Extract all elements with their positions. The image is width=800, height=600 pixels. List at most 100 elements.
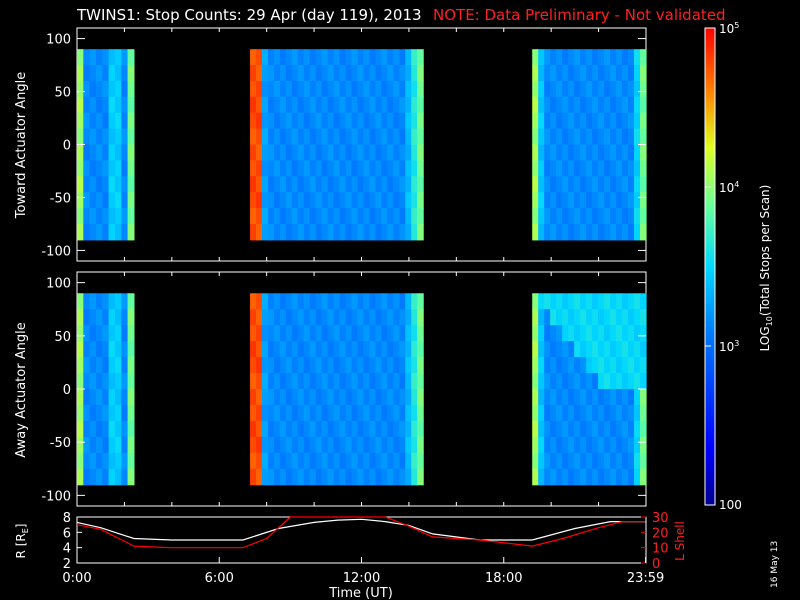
heatmap-cell (610, 452, 617, 470)
heatmap-cell (393, 404, 400, 422)
heatmap-cell (250, 436, 257, 454)
heatmap-cell (580, 420, 587, 438)
heatmap-cell (405, 389, 412, 406)
heatmap-cell (108, 176, 116, 193)
heatmap-cell (538, 468, 545, 486)
heatmap-cell (327, 357, 335, 374)
heatmap-cell (89, 436, 97, 454)
heatmap-cell (393, 192, 400, 209)
heatmap-cell (568, 65, 575, 82)
heatmap-cell (363, 436, 371, 454)
heatmap-cell (291, 49, 299, 66)
heatmap-cell (604, 160, 611, 177)
heatmap-cell (604, 49, 611, 66)
heatmap-cell (250, 80, 257, 98)
heatmap-cell (262, 309, 269, 326)
heatmap-cell (556, 223, 563, 241)
heatmap-cell (586, 112, 593, 130)
heatmap-cell (640, 176, 647, 193)
heatmap-cell (297, 144, 305, 161)
heatmap-cell (586, 128, 593, 146)
heatmap-cell (640, 452, 647, 470)
heatmap-cell (121, 357, 129, 374)
heatmap-cell (285, 208, 293, 225)
heatmap-cell (574, 128, 581, 146)
heatmap-cell (574, 389, 581, 406)
heatmap-cell (393, 80, 400, 98)
heatmap-cell (544, 452, 551, 470)
heatmap-cell (369, 160, 376, 177)
heatmap-cell (604, 223, 611, 241)
heatmap-cell (291, 309, 299, 326)
heatmap-cell (351, 208, 359, 225)
heatmap-cell (411, 373, 418, 390)
heatmap-cell (321, 96, 329, 114)
heatmap-cell (250, 341, 257, 358)
heatmap-cell (640, 357, 647, 374)
heatmap-cell (411, 112, 418, 130)
heatmap-cell (315, 389, 323, 406)
heatmap-cell (77, 293, 84, 310)
heatmap-cell (351, 128, 359, 146)
heatmap-cell (250, 96, 257, 114)
heatmap-cell (586, 160, 593, 177)
heatmap-cell (592, 389, 599, 406)
heatmap-cell (108, 404, 116, 422)
heatmap-cell (405, 293, 412, 310)
heatmap-cell (562, 325, 569, 342)
heatmap-cell (556, 208, 563, 225)
heatmap-cell (357, 223, 365, 241)
heatmap-cell (95, 65, 103, 82)
heatmap-cell (616, 223, 623, 241)
heatmap-cell (387, 293, 394, 310)
heatmap-cell (556, 293, 563, 310)
heatmap-cell (580, 128, 587, 146)
heatmap-cell (250, 176, 257, 193)
heatmap-cell (321, 389, 329, 406)
heatmap-cell (399, 468, 406, 486)
heatmap-cell (95, 112, 103, 130)
heatmap-cell (291, 176, 299, 193)
colorbar-tick-label: 103 (719, 339, 739, 354)
ytick-label: -100 (41, 489, 71, 504)
heatmap-cell (351, 436, 359, 454)
heatmap-cell (102, 208, 110, 225)
heatmap-cell (357, 208, 365, 225)
heatmap-cell (267, 389, 275, 406)
heatmap-cell (610, 128, 617, 146)
heatmap-cell (640, 389, 647, 406)
heatmap-cell (532, 65, 539, 82)
heatmap-cell (616, 144, 623, 161)
heatmap-cell (544, 420, 551, 438)
heatmap-cell (393, 144, 400, 161)
heatmap-cell (387, 420, 394, 438)
heatmap-cell (121, 80, 129, 98)
heatmap-cell (556, 176, 563, 193)
heatmap-cell (628, 404, 635, 422)
away-axis: -100 -50 0 50 100 (41, 272, 647, 506)
heatmap-cell (592, 144, 599, 161)
heatmap-cell (622, 160, 629, 177)
heatmap-cell (309, 325, 317, 342)
heatmap-cell (250, 128, 257, 146)
heatmap-cell (586, 357, 593, 374)
heatmap-cell (262, 192, 269, 209)
heatmap-cell (351, 144, 359, 161)
heatmap-cell (393, 49, 400, 66)
heatmap-cell (127, 436, 135, 454)
heatmap-cell (538, 357, 545, 374)
heatmap-cell (387, 80, 394, 98)
heatmap-cell (622, 112, 629, 130)
heatmap-cell (279, 357, 287, 374)
heatmap-cell (628, 223, 635, 241)
heatmap-cell (634, 160, 641, 177)
heatmap-cell (333, 176, 341, 193)
heatmap-cell (375, 357, 382, 374)
heatmap-cell (640, 144, 647, 161)
heatmap-cell (121, 452, 129, 470)
heatmap-cell (339, 436, 347, 454)
heatmap-cell (327, 420, 335, 438)
heatmap-cell (345, 468, 353, 486)
heatmap-cell (309, 436, 317, 454)
heatmap-cell (351, 80, 359, 98)
